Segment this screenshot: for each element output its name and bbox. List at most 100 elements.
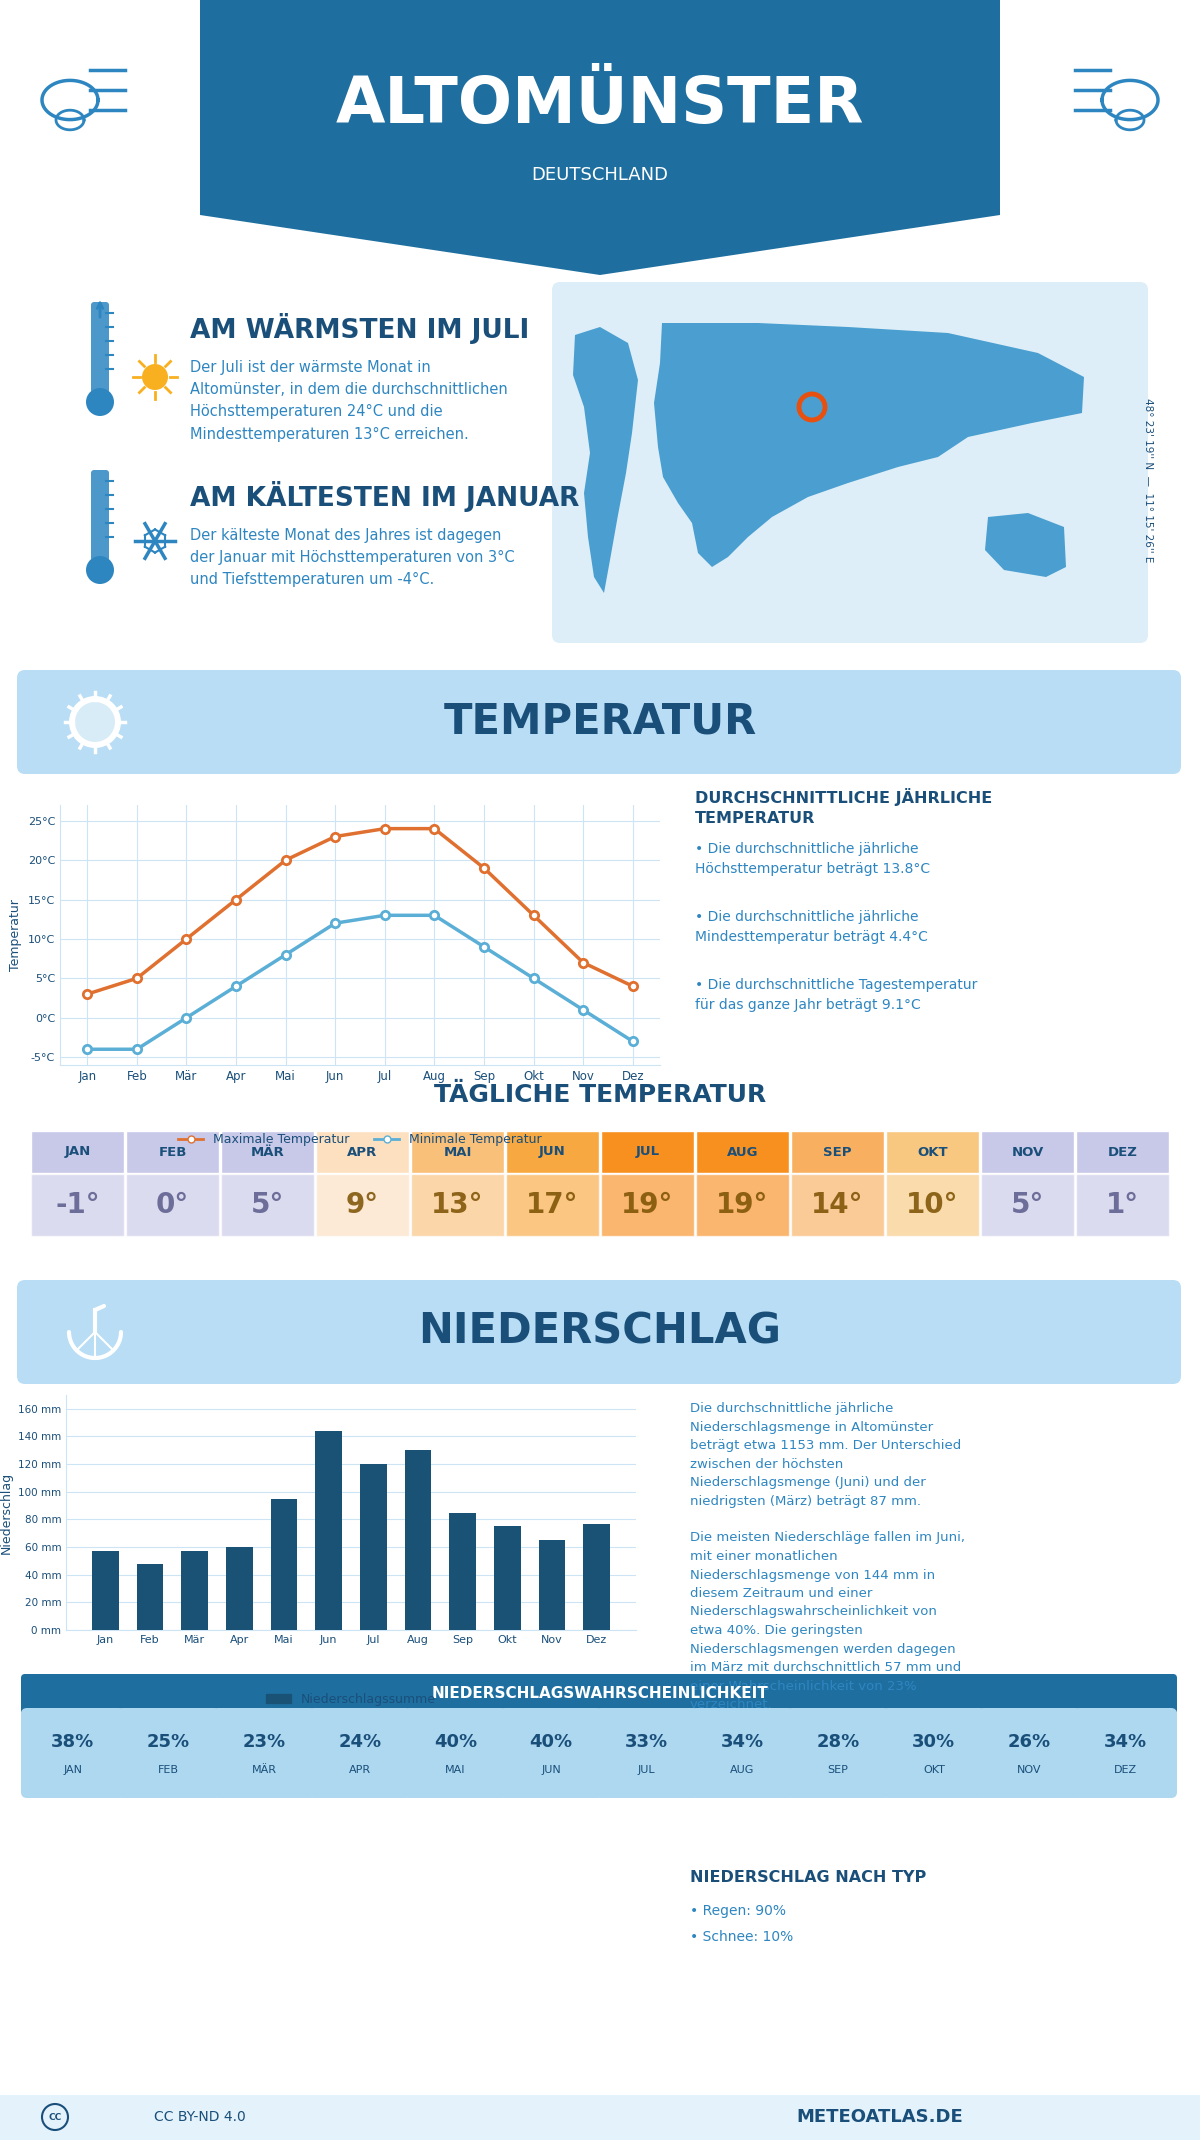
- Text: NIEDERSCHLAG: NIEDERSCHLAG: [419, 1312, 781, 1352]
- Bar: [270, 1498, 298, 1631]
- Text: JUL: JUL: [638, 1766, 655, 1774]
- Bar: [449, 1513, 476, 1631]
- Text: 23%: 23%: [242, 1733, 286, 1751]
- Text: OKT: OKT: [917, 1145, 948, 1158]
- FancyBboxPatch shape: [1076, 1175, 1169, 1237]
- FancyBboxPatch shape: [316, 1132, 409, 1173]
- Text: 1°: 1°: [1106, 1192, 1139, 1220]
- Bar: [539, 1541, 565, 1631]
- Text: • Regen: 90%: • Regen: 90%: [690, 1905, 786, 1917]
- Polygon shape: [654, 323, 1084, 567]
- Y-axis label: Niederschlag: Niederschlag: [0, 1472, 12, 1554]
- Text: • Die durchschnittliche jährliche
Höchsttemperatur beträgt 13.8°C: • Die durchschnittliche jährliche Höchst…: [695, 841, 930, 875]
- FancyBboxPatch shape: [786, 1708, 890, 1798]
- Text: 17°: 17°: [527, 1192, 578, 1220]
- Bar: [583, 1524, 610, 1631]
- FancyBboxPatch shape: [0, 2095, 1200, 2140]
- Text: METEOATLAS.DE: METEOATLAS.DE: [797, 2108, 964, 2125]
- Text: 38%: 38%: [52, 1733, 95, 1751]
- Polygon shape: [985, 514, 1066, 578]
- Text: AM WÄRMSTEN IM JULI: AM WÄRMSTEN IM JULI: [190, 312, 529, 345]
- Bar: [226, 1547, 253, 1631]
- FancyBboxPatch shape: [791, 1175, 884, 1237]
- FancyBboxPatch shape: [982, 1132, 1074, 1173]
- FancyBboxPatch shape: [601, 1175, 694, 1237]
- Text: JAN: JAN: [64, 1766, 83, 1774]
- FancyBboxPatch shape: [595, 1708, 698, 1798]
- Text: 5°: 5°: [1010, 1192, 1044, 1220]
- FancyBboxPatch shape: [126, 1132, 220, 1173]
- FancyBboxPatch shape: [403, 1708, 508, 1798]
- FancyBboxPatch shape: [410, 1132, 504, 1173]
- Bar: [316, 1432, 342, 1631]
- FancyBboxPatch shape: [221, 1175, 314, 1237]
- Text: Der Juli ist der wärmste Monat in
Altomünster, in dem die durchschnittlichen
Höc: Der Juli ist der wärmste Monat in Altomü…: [190, 360, 508, 441]
- Text: 5°: 5°: [251, 1192, 284, 1220]
- Text: FEB: FEB: [158, 1766, 179, 1774]
- Text: MÄR: MÄR: [251, 1145, 284, 1158]
- FancyBboxPatch shape: [601, 1132, 694, 1173]
- Text: DURCHSCHNITTLICHE JÄHRLICHE
TEMPERATUR: DURCHSCHNITTLICHE JÄHRLICHE TEMPERATUR: [695, 788, 992, 826]
- FancyBboxPatch shape: [221, 1132, 314, 1173]
- Text: 34%: 34%: [721, 1733, 764, 1751]
- Text: SEP: SEP: [828, 1766, 848, 1774]
- Text: 25%: 25%: [146, 1733, 190, 1751]
- Text: TÄGLICHE TEMPERATUR: TÄGLICHE TEMPERATUR: [434, 1083, 766, 1106]
- Text: • Die durchschnittliche Tagestemperatur
für das ganze Jahr beträgt 9.1°C: • Die durchschnittliche Tagestemperatur …: [695, 978, 977, 1012]
- Text: DEZ: DEZ: [1114, 1766, 1136, 1774]
- Text: 26%: 26%: [1008, 1733, 1051, 1751]
- FancyBboxPatch shape: [410, 1175, 504, 1237]
- FancyBboxPatch shape: [552, 282, 1148, 642]
- Text: 33%: 33%: [625, 1733, 668, 1751]
- Circle shape: [86, 556, 114, 584]
- Text: 10°: 10°: [906, 1192, 959, 1220]
- Circle shape: [142, 364, 168, 389]
- Circle shape: [74, 702, 115, 743]
- Text: JUL: JUL: [636, 1145, 660, 1158]
- Bar: [404, 1451, 432, 1631]
- FancyBboxPatch shape: [17, 1280, 1181, 1385]
- FancyBboxPatch shape: [91, 302, 109, 394]
- FancyBboxPatch shape: [978, 1708, 1081, 1798]
- Text: JUN: JUN: [539, 1145, 566, 1158]
- Text: MAI: MAI: [443, 1145, 472, 1158]
- Y-axis label: Temperatur: Temperatur: [10, 899, 23, 972]
- FancyBboxPatch shape: [886, 1175, 979, 1237]
- FancyBboxPatch shape: [499, 1708, 604, 1798]
- FancyBboxPatch shape: [882, 1708, 985, 1798]
- FancyBboxPatch shape: [886, 1132, 979, 1173]
- Text: 14°: 14°: [811, 1192, 864, 1220]
- Text: JAN: JAN: [65, 1145, 91, 1158]
- Bar: [181, 1552, 208, 1631]
- FancyBboxPatch shape: [22, 1673, 1177, 1714]
- Bar: [137, 1564, 163, 1631]
- FancyBboxPatch shape: [982, 1175, 1074, 1237]
- FancyBboxPatch shape: [22, 1708, 125, 1798]
- FancyBboxPatch shape: [91, 471, 109, 561]
- Text: FEB: FEB: [158, 1145, 187, 1158]
- Text: AM KÄLTESTEN IM JANUAR: AM KÄLTESTEN IM JANUAR: [190, 482, 580, 511]
- Text: Der kälteste Monat des Jahres ist dagegen
der Januar mit Höchsttemperaturen von : Der kälteste Monat des Jahres ist dagege…: [190, 529, 515, 589]
- Text: CC BY-ND 4.0: CC BY-ND 4.0: [154, 2110, 246, 2125]
- Text: NOV: NOV: [1018, 1766, 1042, 1774]
- Text: AUG: AUG: [731, 1766, 755, 1774]
- Text: 19°: 19°: [716, 1192, 769, 1220]
- Text: ALTOMÜNSTER: ALTOMÜNSTER: [336, 75, 864, 137]
- Text: APR: APR: [349, 1766, 371, 1774]
- FancyBboxPatch shape: [308, 1708, 412, 1798]
- Text: JUN: JUN: [541, 1766, 562, 1774]
- Text: TEMPERATUR: TEMPERATUR: [443, 702, 757, 743]
- Text: 28%: 28%: [816, 1733, 859, 1751]
- FancyBboxPatch shape: [696, 1132, 790, 1173]
- Text: NIEDERSCHLAGSWAHRSCHEINLICHKEIT: NIEDERSCHLAGSWAHRSCHEINLICHKEIT: [432, 1686, 768, 1701]
- FancyBboxPatch shape: [691, 1708, 794, 1798]
- Legend: Maximale Temperatur, Minimale Temperatur: Maximale Temperatur, Minimale Temperatur: [173, 1128, 547, 1151]
- Text: MÄR: MÄR: [252, 1766, 277, 1774]
- Text: 40%: 40%: [434, 1733, 478, 1751]
- FancyBboxPatch shape: [31, 1132, 124, 1173]
- FancyBboxPatch shape: [126, 1175, 220, 1237]
- Bar: [92, 1552, 119, 1631]
- Text: 40%: 40%: [529, 1733, 572, 1751]
- Text: 9°: 9°: [346, 1192, 379, 1220]
- Text: -1°: -1°: [55, 1192, 100, 1220]
